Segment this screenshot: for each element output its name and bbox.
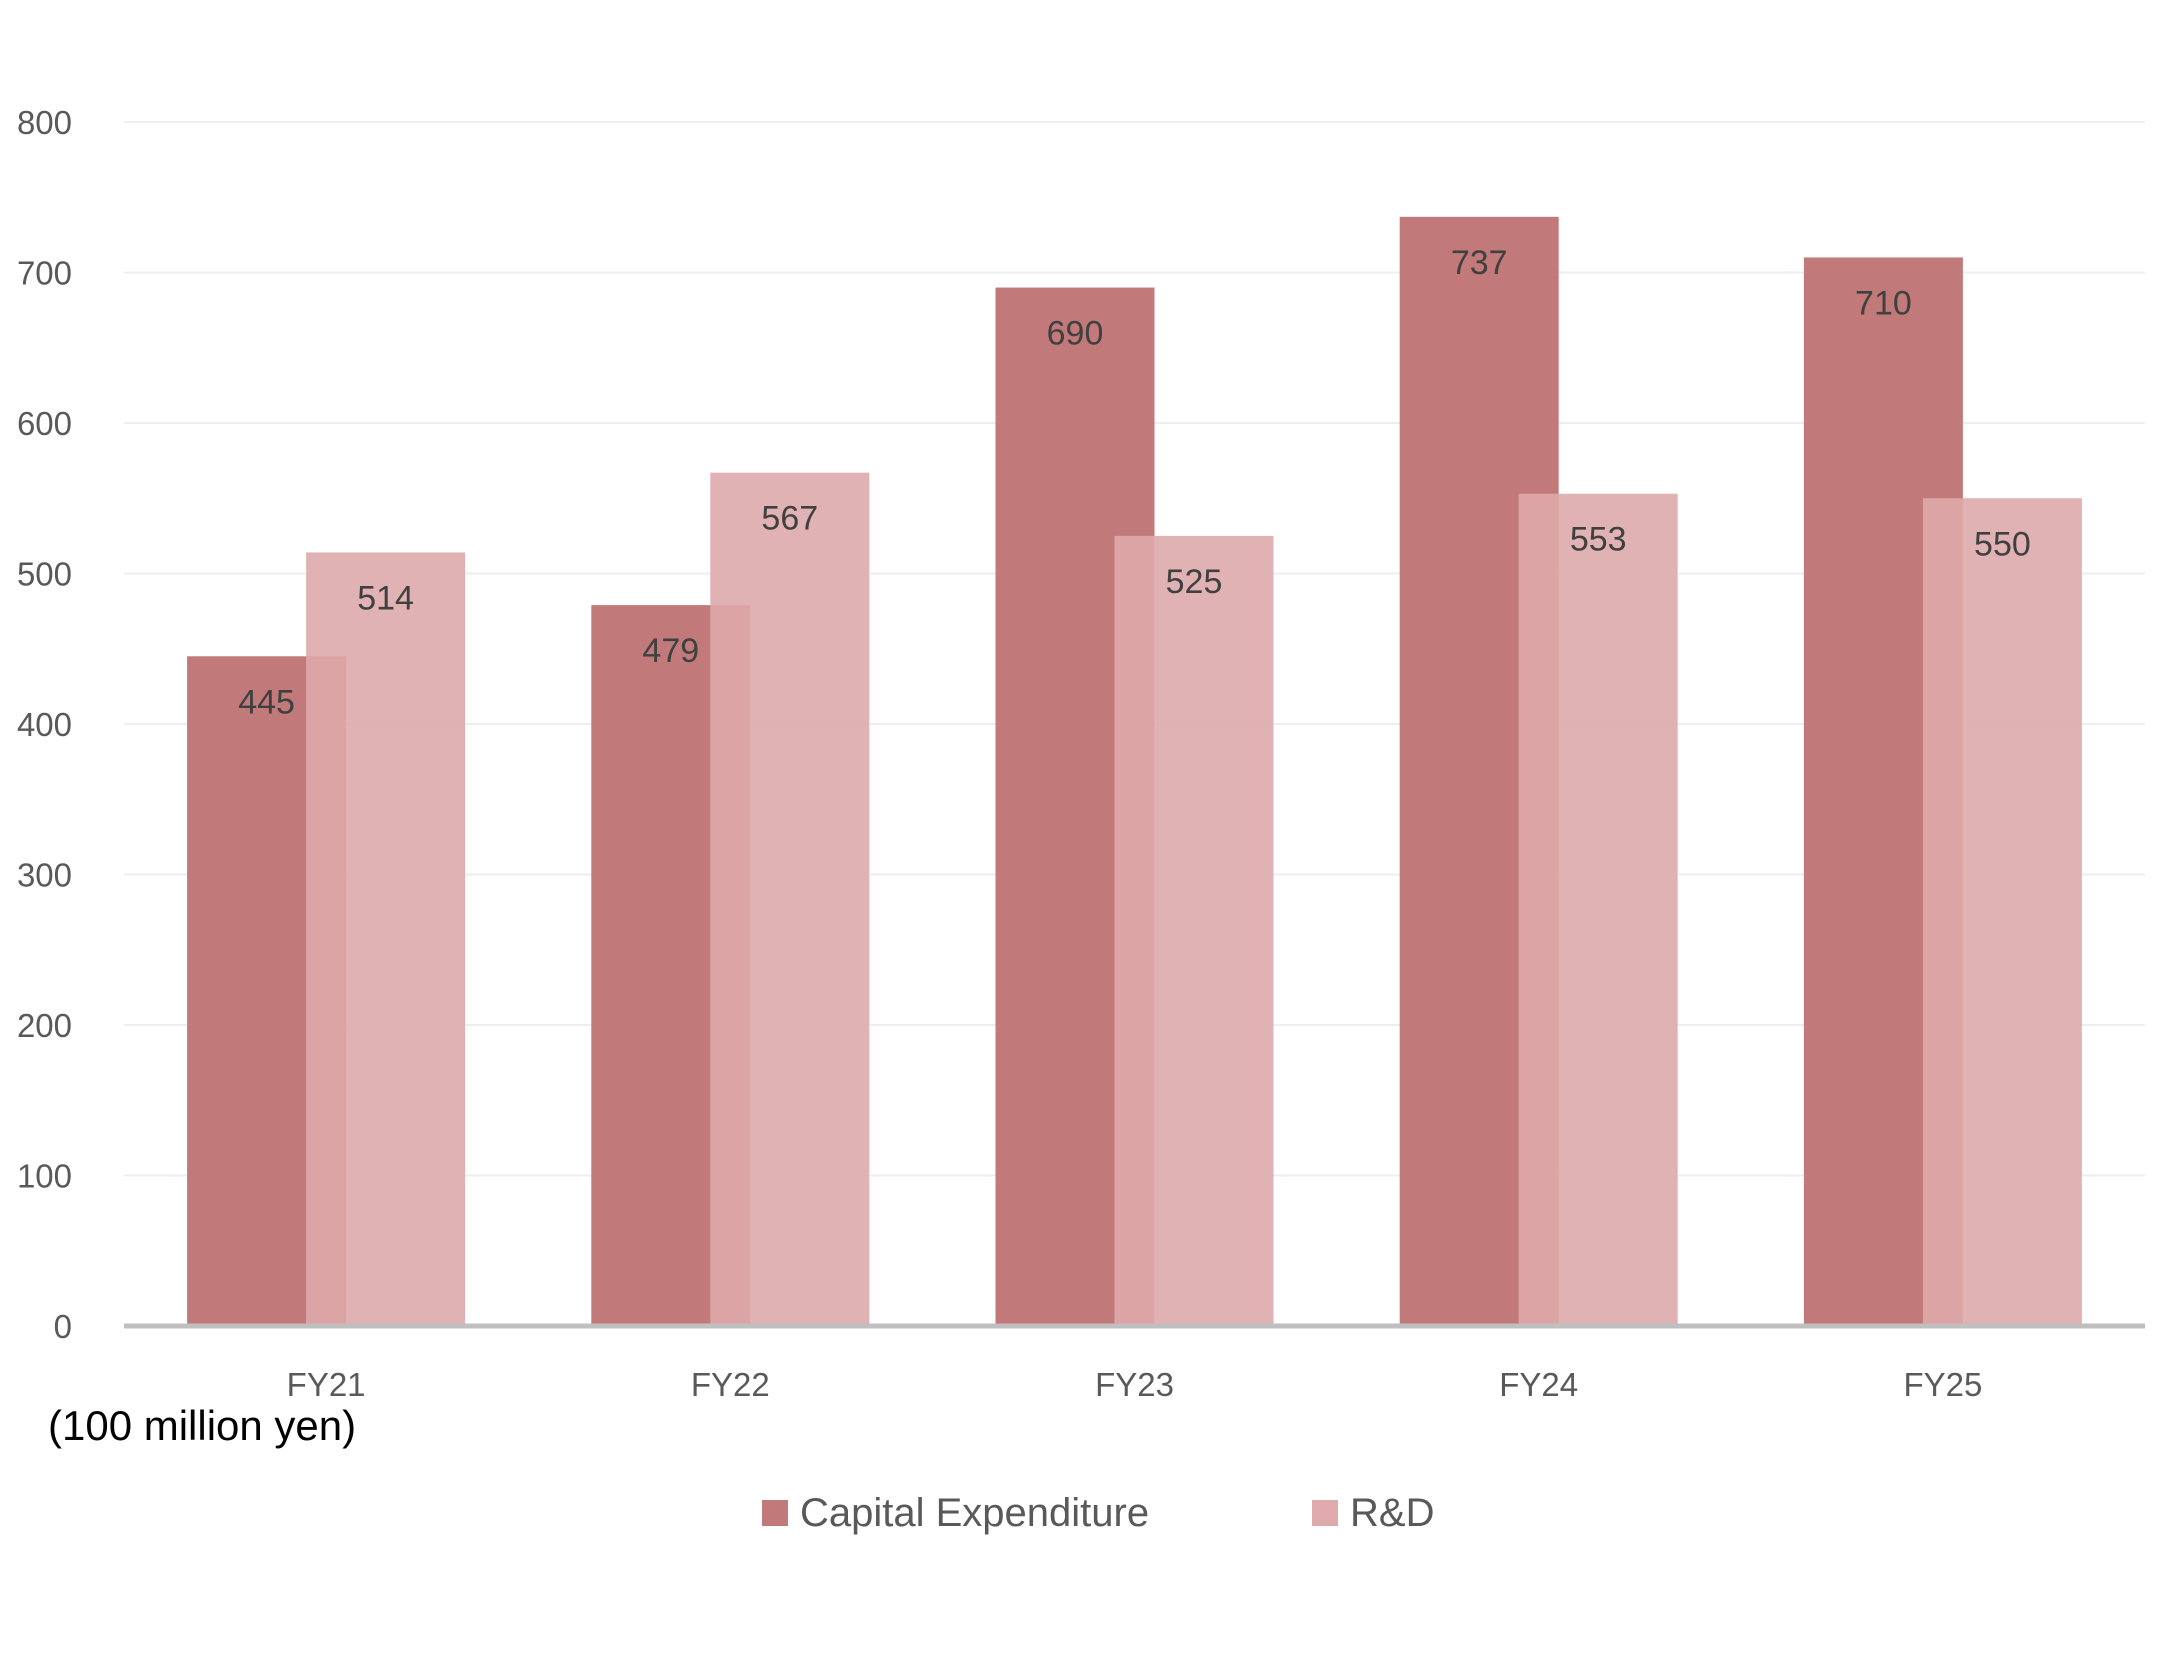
y-tick-label: 700: [17, 255, 72, 292]
y-tick-label: 600: [17, 405, 72, 442]
y-tick-label: 300: [17, 857, 72, 894]
y-tick-label: 800: [17, 104, 72, 141]
bar-rd-fy24: [1518, 493, 1678, 1326]
legend-swatch: [1312, 1500, 1338, 1526]
legend-label: Capital Expenditure: [800, 1491, 1149, 1535]
y-tick-label: 500: [17, 556, 72, 593]
x-axis-ticks: FY21 FY22 FY23 FY24 FY25: [287, 1366, 1983, 1403]
bar-rd-fy25: [1922, 498, 2082, 1326]
legend: Capital Expenditure R&D: [762, 1491, 1434, 1535]
data-label: 550: [1974, 525, 2031, 563]
y-tick-label: 200: [17, 1007, 72, 1044]
data-label: 690: [1047, 315, 1104, 353]
y-tick-label: 400: [17, 706, 72, 743]
y-tick-label: 100: [17, 1158, 72, 1195]
unit-label: (100 million yen): [48, 1402, 356, 1449]
data-label: 553: [1570, 521, 1627, 559]
data-label: 445: [238, 683, 295, 721]
x-tick-label: FY23: [1095, 1366, 1174, 1403]
data-label: 479: [642, 632, 699, 670]
x-tick-label: FY21: [287, 1366, 366, 1403]
data-label: 567: [761, 500, 818, 538]
bar-rd-fy23: [1114, 535, 1274, 1326]
data-label: 525: [1166, 563, 1223, 601]
bar-rd-fy22: [710, 472, 870, 1326]
data-label: 737: [1451, 244, 1508, 282]
data-label: 514: [357, 579, 414, 617]
data-label: 710: [1855, 284, 1912, 322]
bars: [187, 216, 2082, 1327]
x-tick-label: FY22: [691, 1366, 770, 1403]
y-axis-ticks: 0 100 200 300 400 500 600 700 800: [17, 104, 72, 1345]
legend-swatch: [762, 1500, 788, 1526]
x-tick-label: FY25: [1903, 1366, 1982, 1403]
data-labels: 445 514 479 567 690 525 737 553 710 550: [238, 244, 2031, 721]
x-tick-label: FY24: [1499, 1366, 1578, 1403]
bar-rd-fy21: [306, 552, 466, 1326]
legend-label: R&D: [1350, 1491, 1434, 1535]
y-tick-label: 0: [54, 1308, 72, 1345]
